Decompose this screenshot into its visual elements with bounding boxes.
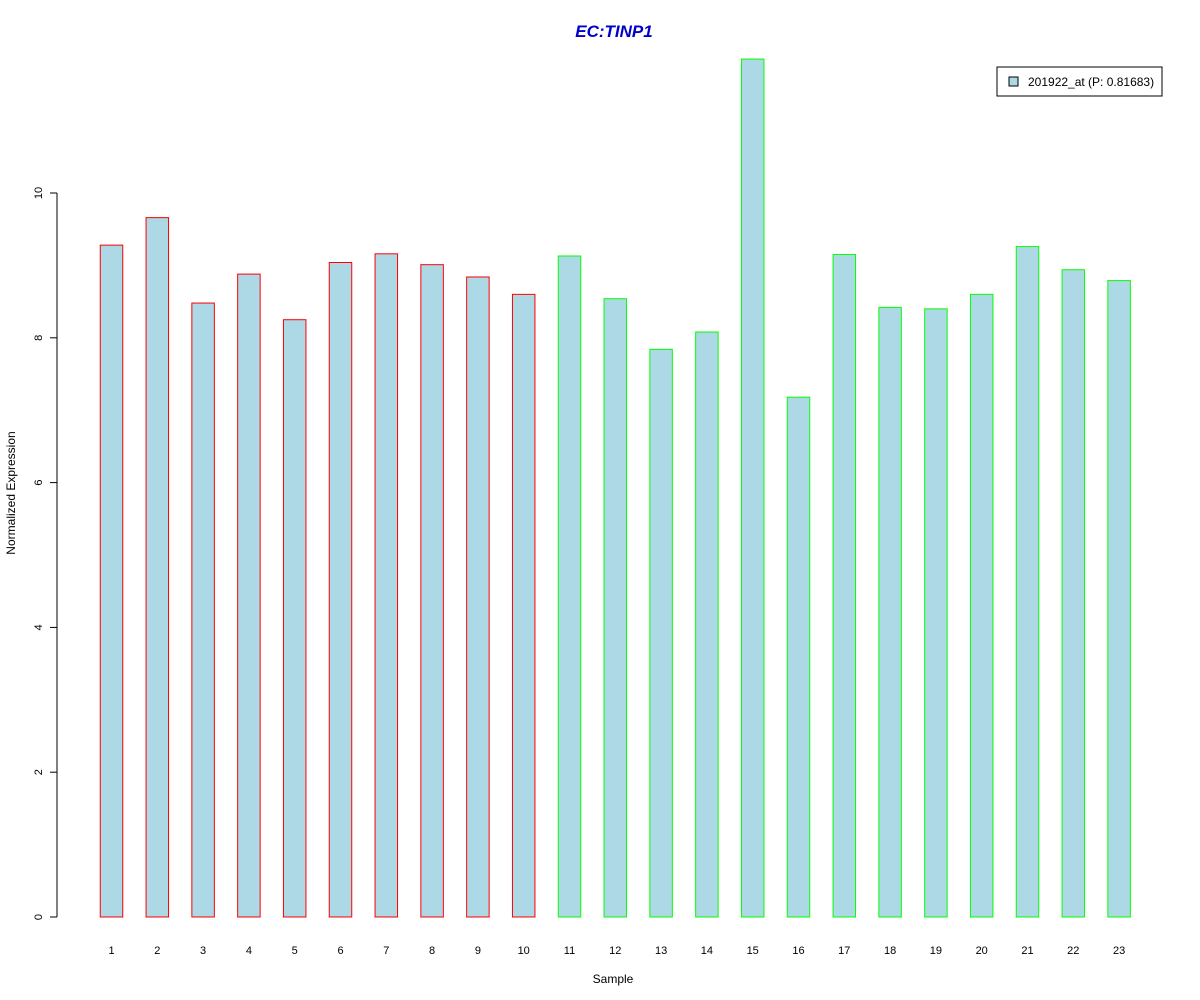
x-tick-label: 21: [1021, 945, 1033, 957]
bar-sample-23: [1107, 280, 1131, 918]
bar-sample-11: [557, 255, 582, 918]
bar-sample-3: [191, 302, 215, 918]
bar-sample-10: [511, 293, 536, 918]
x-tick-label: 8: [429, 945, 435, 957]
x-tick-label: 15: [747, 945, 759, 957]
x-tick-label: 9: [475, 945, 481, 957]
y-tick-label: 8: [33, 335, 45, 341]
bar-sample-1: [99, 244, 124, 918]
x-tick-label: 1: [108, 945, 114, 957]
x-tick-label: 4: [246, 945, 252, 957]
x-axis-label: Sample: [593, 972, 634, 986]
bar-sample-22: [1061, 269, 1086, 918]
x-tick-label: 5: [292, 945, 298, 957]
legend-box: [996, 66, 1163, 97]
bar-sample-9: [466, 276, 490, 918]
x-tick-label: 20: [976, 945, 988, 957]
bar-sample-14: [695, 331, 719, 918]
y-tick-label: 6: [33, 480, 45, 486]
bar-sample-7: [374, 253, 399, 918]
x-tick-label: 14: [701, 945, 713, 957]
y-axis-label: Normalized Expression: [4, 431, 18, 554]
chart-title: EC:TINP1: [575, 22, 652, 41]
x-tick-label: 19: [930, 945, 942, 957]
y-tick-label: 0: [33, 914, 45, 920]
x-tick-label: 17: [838, 945, 850, 957]
bar-sample-17: [832, 254, 857, 918]
bar-sample-4: [237, 273, 261, 918]
bar-sample-8: [420, 264, 444, 918]
y-tick-label: 4: [33, 624, 45, 630]
x-tick-label: 2: [154, 945, 160, 957]
bar-sample-12: [603, 298, 628, 918]
x-tick-label: 22: [1067, 945, 1079, 957]
x-tick-label: 11: [564, 945, 575, 957]
x-tick-labels: 1 2 3 4 5 6 7 8 9 10 11 12 13 14 15 16 17 18 19 20 21 22 23: [108, 945, 1125, 957]
y-tick-label: 10: [33, 187, 45, 199]
x-tick-label: 3: [200, 945, 206, 957]
y-axis: 0 2 4 6 8 10: [33, 187, 58, 920]
x-tick-label: 13: [655, 945, 667, 957]
x-tick-label: 12: [609, 945, 621, 957]
bar-sample-20: [969, 293, 994, 918]
x-tick-label: 10: [518, 945, 530, 957]
bar-sample-5: [282, 319, 307, 918]
legend-swatch: [1008, 76, 1019, 87]
x-tick-label: 7: [383, 945, 389, 957]
bars-group: [99, 58, 1131, 918]
bar-sample-2: [145, 217, 170, 918]
bar-sample-19: [924, 308, 948, 918]
legend-label: 201922_at (P: 0.81683): [1028, 75, 1154, 89]
bar-sample-18: [878, 306, 902, 918]
bar-sample-13: [649, 348, 673, 918]
bar-sample-21: [1015, 246, 1040, 918]
bar-sample-15: [740, 58, 765, 918]
x-tick-label: 6: [337, 945, 343, 957]
x-tick-label: 16: [792, 945, 804, 957]
x-tick-label: 23: [1113, 945, 1125, 957]
y-tick-label: 2: [33, 769, 45, 775]
bar-sample-16: [786, 396, 811, 918]
legend: 201922_at (P: 0.81683): [996, 66, 1163, 97]
x-tick-label: 18: [884, 945, 896, 957]
bar-sample-6: [328, 262, 353, 918]
